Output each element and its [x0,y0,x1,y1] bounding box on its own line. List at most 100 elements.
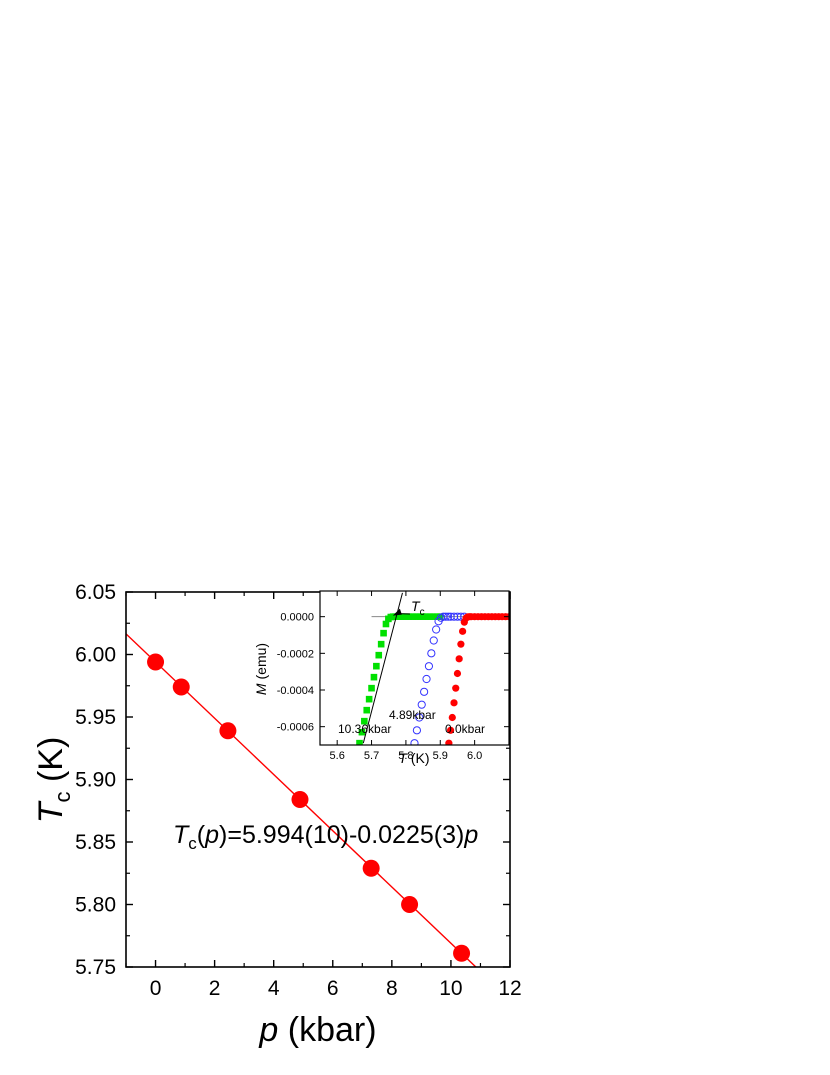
inset-point-0-0kbar [453,669,462,678]
y-tick-label: 6.00 [75,644,116,667]
inset-point-4-89kbar [422,674,431,684]
inset-x-tick-label: 5.6 [330,750,345,762]
inset-ticks: 5.6 5.7 5.8 5.9 6.0 0.0000 -0.0002 -0.0004 -0.00… [277,591,509,762]
x-tick-label: 2 [209,977,221,1000]
x-tick-label: 4 [268,977,280,1000]
inset-point-10-36kbar [377,640,385,648]
x-tick-label: 10 [439,977,462,1000]
inset-point-4-89kbar [444,612,453,621]
inset-point-10-36kbar [412,613,420,620]
inset-point-4-89kbar [412,726,422,735]
tc-arrow-head [392,608,402,616]
y-tick-label: 5.95 [75,706,116,729]
y-tick-label: 5.85 [75,831,116,854]
data-point [401,896,419,913]
inset-data-points [356,612,509,745]
data-points [147,653,471,962]
inset-point-10-36kbar [419,613,427,620]
inset-point-10-36kbar [430,613,437,620]
y-tick-label: 5.90 [75,769,116,792]
inset-x-tick-label: 5.9 [433,750,448,762]
main-plot: 0 2 4 6 8 10 12 5.75 5.80 5.85 5.90 5.95 6.00 6.05 p … [32,581,522,1049]
x-tick-label: 12 [498,977,521,1000]
inset-axes [319,590,510,746]
y-tick-label: 5.80 [75,894,116,917]
inset-point-10-36kbar [392,613,399,620]
fit-line [126,633,477,967]
inset-point-4-89kbar [417,700,426,709]
inset-y-tick-label: -0.0002 [277,648,314,660]
data-point [291,791,309,808]
legend-label-0-0kbar: 0.0kbar [445,722,485,736]
y-axis-label: Tc (K) [32,737,75,824]
inset-point-10-36kbar [433,613,441,620]
data-point [147,653,165,671]
tc-tangent-line [362,592,403,744]
x-tick-label: 0 [150,977,162,1000]
inset-point-4-89kbar [420,687,429,696]
inset-point-10-36kbar [370,673,378,681]
inset-point-10-36kbar [358,728,366,736]
inset-x-tick-label: 6.0 [467,750,482,762]
inset-frame [319,590,510,746]
x-axis-label: p (kbar) [258,1011,376,1049]
legend-label-4-89kbar: 4.89kbar [389,708,436,722]
inset-point-10-36kbar [416,613,423,620]
main-ticks: 0 2 4 6 8 10 12 5.75 5.80 5.85 5.90 5.95 6.00 6.05 [75,581,522,1000]
tc-arrow [392,608,411,616]
inset-point-4-89kbar [429,636,438,645]
fit-equation: Tc(p)=5.994(10)-0.0225(3)p [173,821,478,853]
inset-point-10-36kbar [365,695,373,703]
data-point [219,722,237,740]
inset-point-10-36kbar [375,651,383,659]
inset-point-10-36kbar [399,613,406,620]
inset-x-axis-label: T (K) [398,750,429,766]
data-point [172,678,190,696]
inset-y-tick-label: -0.0004 [277,685,314,697]
legend-label-10-36kbar: 10.36kbar [338,722,391,736]
inset-point-10-36kbar [382,620,390,628]
inset-point-4-89kbar [410,739,419,745]
inset-point-0-0kbar [455,655,463,663]
inset-point-10-36kbar [395,613,403,620]
data-point [362,859,380,877]
inset-point-10-36kbar [368,684,375,692]
inset-point-10-36kbar [356,739,363,745]
inset-point-10-36kbar [436,613,444,620]
y-tick-label: 6.05 [75,581,116,604]
inset-x-tick-label: 5.7 [364,750,379,762]
inset-point-0-0kbar [459,627,467,635]
inset-point-10-36kbar [380,629,387,637]
inset-point-0-0kbar [457,640,465,648]
inset-point-0-0kbar [452,684,460,692]
inset-point-4-89kbar [424,662,434,671]
tc-tangent-segment [362,592,403,744]
x-tick-label: 8 [386,977,398,1000]
inset-point-10-36kbar [363,706,371,714]
inset-point-10-36kbar [361,717,368,725]
inset-point-10-36kbar [373,662,380,670]
inset-y-axis-label: M (emu) [253,643,269,695]
x-tick-label: 6 [327,977,339,1000]
y-tick-label: 5.75 [75,956,116,979]
inset-x-tick-label: 5.8 [398,750,413,762]
inset-y-tick-label: -0.0006 [277,722,314,734]
inset-point-0-0kbar [450,699,458,707]
inset-point-10-36kbar [423,613,430,620]
inset-point-4-89kbar [415,713,424,722]
inset-plot: 5.6 5.7 5.8 5.9 6.0 0.0000 -0.0002 -0.0004 -0.00… [253,590,510,766]
inset-point-10-36kbar [406,613,413,620]
inset-point-4-89kbar [432,625,441,634]
data-point [453,944,471,962]
inset-y-tick-label: 0.0000 [280,612,314,624]
inset-point-0-0kbar [445,739,453,745]
inset-point-4-89kbar [441,612,450,621]
tc-annotation: Tc [411,598,425,618]
inset-point-0-0kbar [448,713,456,722]
inset-point-10-36kbar [409,613,417,620]
inset-point-10-36kbar [426,613,434,620]
inset-point-10-36kbar [402,613,410,620]
inset-point-4-89kbar [427,649,436,658]
fit-line-segment [126,633,477,967]
